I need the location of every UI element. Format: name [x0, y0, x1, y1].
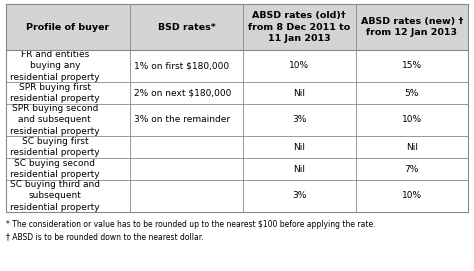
Text: BSD rates*: BSD rates*	[157, 22, 215, 31]
Text: ABSD rates (new) †
from 12 Jan 2013: ABSD rates (new) † from 12 Jan 2013	[361, 17, 463, 37]
Text: Profile of buyer: Profile of buyer	[26, 22, 109, 31]
Text: Nil: Nil	[293, 89, 305, 98]
Text: † ABSD is to be rounded down to the nearest dollar.: † ABSD is to be rounded down to the near…	[6, 232, 204, 241]
Text: 3%: 3%	[292, 192, 307, 201]
Text: 10%: 10%	[401, 192, 422, 201]
Text: 3% on the remainder: 3% on the remainder	[134, 115, 230, 124]
Text: * The consideration or value has to be rounded up to the nearest $100 before app: * The consideration or value has to be r…	[6, 220, 375, 229]
Text: Nil: Nil	[406, 143, 418, 151]
Text: 1% on first $180,000: 1% on first $180,000	[134, 62, 229, 70]
Text: FR and entities
buying any
residential property: FR and entities buying any residential p…	[10, 50, 100, 82]
Text: SC buying first
residential property: SC buying first residential property	[10, 137, 100, 157]
Bar	[6, 4, 468, 50]
Text: 10%: 10%	[289, 62, 310, 70]
Text: 10%: 10%	[401, 115, 422, 124]
Text: SC buying second
residential property: SC buying second residential property	[10, 159, 100, 179]
Text: Nil: Nil	[293, 143, 305, 151]
Text: 2% on next $180,000: 2% on next $180,000	[134, 89, 231, 98]
Text: Nil: Nil	[293, 164, 305, 173]
Text: 3%: 3%	[292, 115, 307, 124]
Text: SPR buying second
and subsequent
residential property: SPR buying second and subsequent residen…	[10, 104, 100, 136]
Text: 15%: 15%	[401, 62, 422, 70]
Text: ABSD rates (old)†
from 8 Dec 2011 to
11 Jan 2013: ABSD rates (old)† from 8 Dec 2011 to 11 …	[248, 11, 350, 43]
Text: SPR buying first
residential property: SPR buying first residential property	[10, 83, 100, 103]
Text: 7%: 7%	[405, 164, 419, 173]
Text: 5%: 5%	[405, 89, 419, 98]
Text: SC buying third and
subsequent
residential property: SC buying third and subsequent residenti…	[10, 180, 100, 212]
